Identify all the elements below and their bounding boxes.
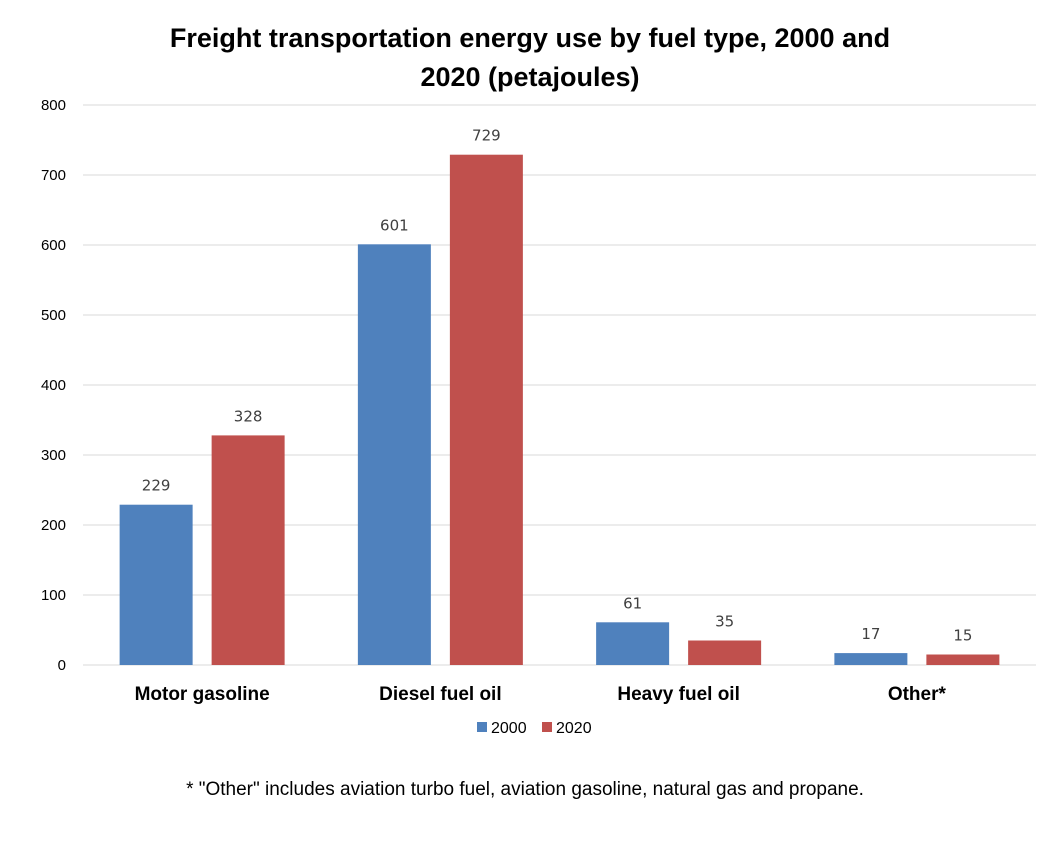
bar-2020: [449, 154, 523, 665]
data-label: 61: [623, 594, 642, 612]
data-label: 35: [715, 613, 734, 631]
bar-2000: [357, 244, 431, 666]
y-tick-label: 700: [41, 167, 66, 184]
y-tick-label: 400: [41, 377, 66, 394]
y-tick-label: 0: [58, 657, 66, 674]
bar-2000: [596, 622, 670, 665]
data-label: 601: [380, 216, 409, 234]
chart-title: Freight transportation energy use by fue…: [170, 23, 890, 92]
footnote: * "Other" includes aviation turbo fuel, …: [186, 779, 864, 800]
data-label: 328: [234, 407, 263, 425]
bars: [119, 154, 1000, 666]
y-tick-label: 300: [41, 447, 66, 464]
y-axis-ticks: 0 100 200 300 400 500 600 700 800: [41, 97, 66, 674]
bar-2000: [834, 653, 908, 665]
data-label: 17: [861, 625, 880, 643]
x-tick-label: Heavy fuel oil: [617, 684, 740, 705]
x-axis-ticks: Motor gasoline Diesel fuel oil Heavy fuel …: [135, 684, 947, 705]
chart-title-line: Freight transportation energy use by fue…: [170, 23, 890, 53]
data-label: 729: [472, 127, 501, 145]
legend-swatch: [477, 722, 487, 732]
y-tick-label: 800: [41, 97, 66, 114]
legend-label: 2020: [556, 720, 592, 737]
bar-2020: [926, 654, 1000, 665]
data-label: 15: [953, 627, 972, 645]
data-labels: 229 328 601 729 61 35 17 15: [142, 127, 973, 645]
bar-2020: [211, 435, 285, 665]
data-label: 229: [142, 477, 171, 495]
legend: 2000 2020: [477, 720, 592, 737]
x-tick-label: Diesel fuel oil: [379, 684, 501, 705]
y-tick-label: 500: [41, 307, 66, 324]
legend-label: 2000: [491, 720, 527, 737]
x-tick-label: Other*: [888, 684, 947, 705]
legend-item: 2000: [477, 720, 527, 737]
y-tick-label: 100: [41, 587, 66, 604]
y-tick-label: 200: [41, 517, 66, 534]
legend-swatch: [542, 722, 552, 732]
bar-2020: [688, 640, 762, 665]
bar-2000: [119, 504, 193, 665]
y-tick-label: 600: [41, 237, 66, 254]
x-tick-label: Motor gasoline: [135, 684, 270, 705]
chart-title-line: 2020 (petajoules): [420, 62, 639, 92]
legend-item: 2020: [542, 720, 592, 737]
